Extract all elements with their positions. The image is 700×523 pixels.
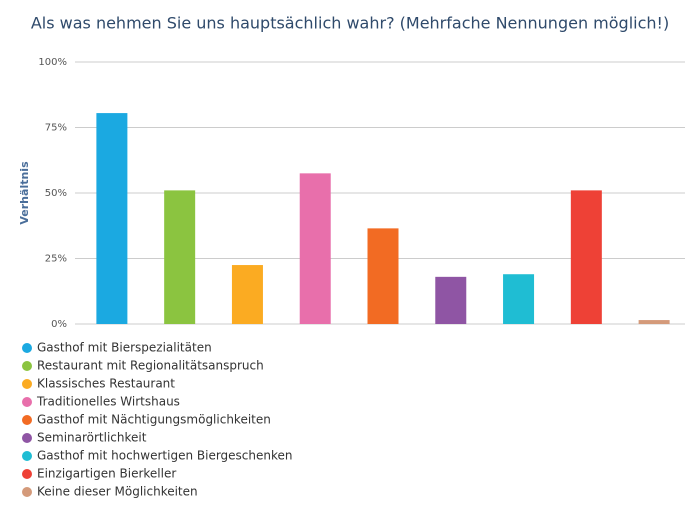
legend-marker — [22, 433, 32, 443]
legend-marker — [22, 469, 32, 479]
legend-marker — [22, 379, 32, 389]
bar — [570, 190, 602, 324]
legend-marker — [22, 451, 32, 461]
legend-marker — [22, 361, 32, 371]
legend-label: Traditionelles Wirtshaus — [36, 395, 180, 409]
legend-label: Einzigartigen Bierkeller — [37, 467, 176, 481]
legend-marker — [22, 415, 32, 425]
legend-marker — [22, 343, 32, 353]
legend-label: Gasthof mit Nächtigungsmöglichkeiten — [37, 413, 271, 427]
legend-label: Gasthof mit hochwertigen Biergeschenken — [37, 449, 293, 463]
legend-label: Keine dieser Möglichkeiten — [37, 485, 198, 499]
bar — [299, 173, 331, 324]
bar — [164, 190, 196, 324]
bar — [503, 274, 535, 324]
y-tick-label: 100% — [38, 57, 67, 68]
y-axis-label: Verhältnis — [18, 161, 31, 225]
legend-label: Restaurant mit Regionalitätsanspruch — [37, 359, 264, 373]
chart-title: Als was nehmen Sie uns hauptsächlich wah… — [31, 14, 669, 33]
bar — [367, 228, 399, 324]
y-tick-label: 0% — [51, 319, 67, 330]
bar — [435, 276, 467, 324]
legend-marker — [22, 397, 32, 407]
legend-label: Seminarörtlichkeit — [37, 431, 147, 445]
legend-marker — [22, 487, 32, 497]
bar — [96, 113, 128, 324]
y-tick-label: 50% — [45, 188, 67, 199]
bar — [231, 265, 263, 324]
bar — [638, 320, 670, 324]
legend-label: Gasthof mit Bierspezialitäten — [37, 341, 212, 355]
y-tick-label: 25% — [45, 254, 67, 265]
y-tick-label: 75% — [45, 123, 67, 134]
legend-label: Klassisches Restaurant — [37, 377, 175, 391]
